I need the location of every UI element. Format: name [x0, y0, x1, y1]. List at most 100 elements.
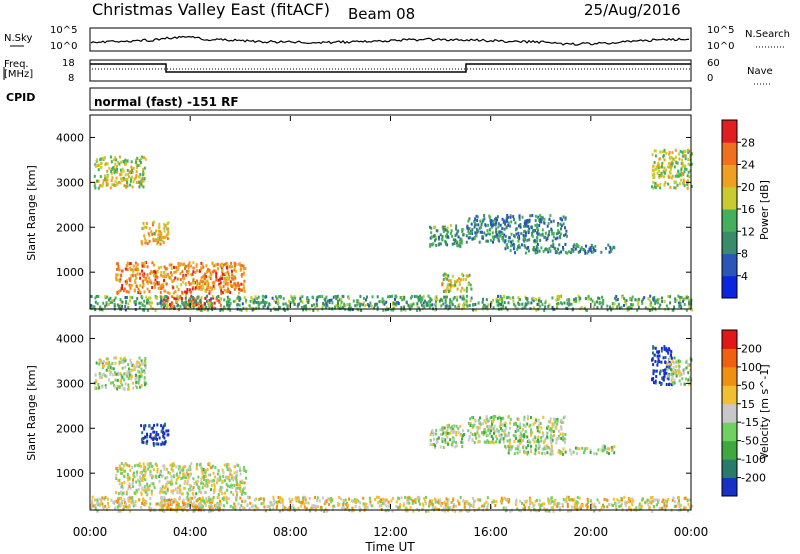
heatmap-cell [182, 465, 185, 469]
heatmap-cell [253, 299, 256, 303]
heatmap-cell [325, 306, 328, 309]
heatmap-cell [387, 500, 390, 504]
heatmap-cell [444, 440, 447, 444]
heatmap-cell [277, 308, 280, 312]
heatmap-cell [447, 235, 449, 239]
heatmap-cell [637, 506, 640, 509]
heatmap-cell [485, 434, 488, 438]
heatmap-cell [352, 509, 355, 513]
heatmap-cell [515, 232, 518, 236]
heatmap-cell [374, 303, 377, 306]
heatmap-cell [136, 360, 139, 364]
heatmap-cell [431, 507, 434, 511]
heatmap-cell [551, 435, 554, 439]
heatmap-cell [683, 184, 686, 187]
heatmap-cell [442, 437, 445, 441]
heatmap-cell [189, 496, 192, 500]
heatmap-cell [677, 169, 680, 173]
heatmap-cell [423, 497, 426, 500]
heatmap-cell [382, 301, 385, 305]
heatmap-cell [213, 487, 216, 490]
heatmap-cell [150, 305, 152, 309]
heatmap-cell [198, 497, 201, 501]
heatmap-cell [546, 435, 549, 439]
heatmap-cell [475, 436, 478, 440]
heatmap-cell [123, 356, 126, 360]
heatmap-cell [653, 149, 656, 153]
heatmap-cell [163, 486, 166, 490]
heatmap-cell [563, 301, 566, 305]
heatmap-cell [522, 233, 525, 237]
heatmap-cell [257, 507, 260, 511]
heatmap-cell [452, 438, 455, 442]
heatmap-cell [93, 184, 96, 188]
heatmap-cell [462, 277, 465, 281]
heatmap-cell [548, 230, 551, 233]
heatmap-cell [165, 275, 168, 278]
heatmap-cell [142, 436, 145, 440]
heatmap-cell [449, 231, 452, 235]
heatmap-cell [498, 234, 501, 238]
heatmap-cell [461, 297, 464, 301]
heatmap-cell [305, 501, 308, 504]
heatmap-cell [662, 356, 665, 360]
heatmap-cell [452, 431, 455, 435]
heatmap-cell [206, 294, 209, 298]
heatmap-cell [115, 499, 117, 503]
heatmap-cell [510, 220, 513, 224]
heatmap-cell [561, 452, 564, 456]
heatmap-cell [425, 509, 427, 513]
heatmap-cell [265, 295, 268, 299]
heatmap-cell [504, 421, 507, 425]
heatmap-cell [568, 498, 571, 502]
heatmap-cell [468, 273, 471, 277]
heatmap-cell [127, 498, 130, 502]
heatmap-cell [105, 386, 107, 390]
heatmap-cell [153, 486, 156, 489]
heatmap-cell [441, 426, 444, 430]
heatmap-cell [148, 484, 151, 488]
heatmap-cell [148, 234, 151, 238]
heatmap-cell [442, 302, 445, 306]
heatmap-cell [689, 163, 692, 167]
heatmap-cell [166, 487, 169, 491]
heatmap-cell [525, 446, 528, 450]
heatmap-cell [157, 233, 160, 237]
heatmap-cell [167, 503, 170, 507]
heatmap-cell [120, 462, 123, 465]
heatmap-cell [142, 179, 145, 183]
heatmap-cell [489, 227, 492, 231]
heatmap-cell [376, 306, 379, 310]
heatmap-cell [444, 438, 447, 442]
heatmap-cell [654, 498, 657, 502]
heatmap-cell [230, 261, 233, 265]
heatmap-cell [114, 373, 117, 377]
heatmap-cell [130, 283, 133, 287]
heatmap-cell [141, 155, 143, 159]
heatmap-cell [151, 232, 154, 236]
heatmap-cell [506, 308, 509, 312]
heatmap-cell [202, 280, 205, 284]
heatmap-cell [450, 283, 453, 287]
heatmap-cell [167, 230, 170, 234]
heatmap-cell [514, 434, 517, 438]
heatmap-cell [105, 357, 108, 361]
heatmap-cell [603, 497, 606, 501]
heatmap-cell [535, 250, 538, 254]
heatmap-cell [108, 166, 111, 170]
heatmap-cell [607, 243, 610, 247]
heatmap-cell [100, 161, 102, 165]
heatmap-cell [232, 275, 235, 279]
heatmap-cell [417, 295, 420, 299]
colorbar-tick-label: 20 [741, 181, 755, 194]
heatmap-cell [568, 298, 570, 302]
heatmap-cell [143, 290, 146, 294]
heatmap-cell [144, 237, 146, 241]
y-tick-label: 4000 [56, 131, 84, 144]
heatmap-cell [212, 507, 215, 511]
heatmap-cell [564, 226, 566, 230]
heatmap-cell [157, 286, 160, 290]
heatmap-cell [227, 272, 230, 276]
heatmap-cell [488, 214, 491, 218]
heatmap-cell [167, 471, 170, 474]
